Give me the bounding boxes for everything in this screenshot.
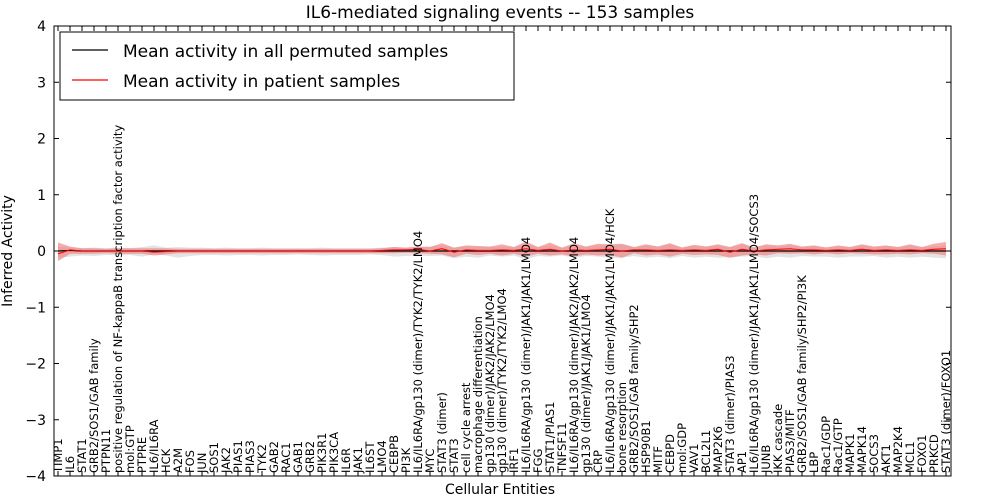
x-tick-label: IL6/IL6RA/gp130 (dimer)/TYK2/TYK2/LMO4 <box>411 231 425 473</box>
x-tick-label: CEBPD <box>663 434 677 473</box>
x-tick-label: GRB2/SOS1/GAB family/SHP2/PI3K <box>795 275 809 473</box>
x-tick-label: STAT3 (dimer)/PIAS3 <box>723 355 737 473</box>
x-tick-label: STAT1/PIAS1 <box>543 402 557 473</box>
x-tick-label: IL6 <box>63 456 77 473</box>
x-tick-label: TNFSF11 <box>555 422 569 474</box>
y-tick-label: −2 <box>25 357 46 373</box>
x-tick-label: MAPK1 <box>843 433 857 473</box>
x-tick-label: JUN <box>195 453 209 474</box>
x-tick-label: PIAS3 <box>243 440 257 473</box>
x-tick-label: IL6/IL6RA/gp130 (dimer)/JAK1/JAK1/LMO4/H… <box>603 208 617 473</box>
x-tick-label: mol:GDP <box>675 423 689 473</box>
x-axis-label: Cellular Entities <box>445 482 555 498</box>
x-tick-label: VAV1 <box>687 444 701 473</box>
x-tick-label: LMO4 <box>375 440 389 473</box>
x-tick-label: PTPRE <box>135 437 149 473</box>
x-tick-label: RAC1 <box>279 442 293 473</box>
x-tick-label: FGG <box>531 449 545 473</box>
x-tick-label: PTPN11 <box>99 429 113 473</box>
x-tick-label: Rac1/GDP <box>819 416 833 473</box>
legend: Mean activity in all permuted samples Me… <box>59 31 515 101</box>
legend-label-patient: Mean activity in patient samples <box>123 72 400 92</box>
x-tick-label: MITF <box>651 446 665 473</box>
x-tick-label: positive regulation of NF-kappaB transcr… <box>111 125 125 473</box>
x-tick-label: PIK3CA <box>327 432 341 473</box>
x-tick-label: JAK2 <box>219 447 233 474</box>
y-tick-label: 4 <box>37 19 46 35</box>
x-tick-label: SOCS3 <box>867 434 881 473</box>
x-tick-label: FOS <box>183 450 197 473</box>
x-tick-label: GAB1 <box>291 441 305 473</box>
chart-title: IL6-mediated signaling events -- 153 sam… <box>306 3 695 23</box>
x-tick-label: STAT1 <box>75 438 89 473</box>
patient-mean-line <box>57 248 947 255</box>
x-tick-label: PIAS1 <box>231 440 245 473</box>
x-tick-label: MYC <box>423 449 437 473</box>
y-tick-label: −3 <box>25 413 46 429</box>
x-tick-label: gp130 (dimer)/JAK1/JAK1/LMO4 <box>579 294 593 473</box>
x-tick-label: PRKCD <box>927 434 941 473</box>
series-lines <box>57 248 947 255</box>
x-tick-label: IRF1 <box>507 448 521 473</box>
x-tick-label: CEBPB <box>387 435 401 473</box>
x-tick-label: MCL1 <box>903 441 917 473</box>
x-tick-label: mol:GTP <box>123 425 137 473</box>
x-tick-label: IL6/IL6RA/gp130 (dimer)/JAK1/JAK1/LMO4/S… <box>747 194 761 473</box>
x-tick-label: IL6ST <box>363 441 377 473</box>
x-tick-label: STAT3 (dimer) <box>435 392 449 473</box>
x-tick-label: AP1 <box>735 451 749 473</box>
y-tick-label: −4 <box>25 469 46 485</box>
y-tick-label: −1 <box>25 300 46 316</box>
legend-label-permuted: Mean activity in all permuted samples <box>123 42 448 62</box>
x-tick-label: SOS1 <box>207 442 221 473</box>
y-tick-label: 3 <box>37 75 46 91</box>
x-tick-label: CRP <box>591 450 605 473</box>
x-tick-label: GRB2/SOS1/GAB family/SHP2 <box>627 304 641 473</box>
y-axis-ticks: −4 −3 −2 −1 0 1 2 3 4 <box>25 19 951 485</box>
x-tick-label: PIK3R1 <box>315 433 329 474</box>
x-tick-label: gp130 (dimer)/TYK2/TYK2/LMO4 <box>495 288 509 473</box>
x-tick-label: GRB2/SOS1/GAB family <box>87 338 101 473</box>
x-tick-label: cell cycle arrest <box>459 382 473 473</box>
x-tick-label: JUNB <box>759 445 773 474</box>
x-tick-label: IL6/IL6RA/gp130 (dimer)/JAK2/JAK2/LMO4 <box>567 237 581 473</box>
x-tick-label: macrophage differentiation <box>471 316 485 473</box>
y-tick-label: 1 <box>37 188 46 204</box>
x-tick-label: TIMP1 <box>51 438 65 474</box>
x-tick-label: BCL2L1 <box>699 430 713 473</box>
x-tick-label: bone resorption <box>615 382 629 473</box>
x-tick-label: STAT3 <box>447 438 461 473</box>
y-axis-label: Inferred Activity <box>0 195 16 307</box>
x-axis-ticks <box>57 26 947 476</box>
x-tick-label: LBP <box>807 452 821 473</box>
x-tick-label: PIAS3/MITF <box>783 409 797 473</box>
x-tick-label: HSP90B1 <box>639 420 653 473</box>
x-tick-label: IL6R <box>339 448 353 473</box>
x-tick-label: PI3K <box>399 447 413 473</box>
x-tick-label: GAB2 <box>267 441 281 473</box>
y-tick-label: 0 <box>37 244 46 260</box>
x-tick-label: STAT3 (dimer)/FOXO1 <box>939 350 953 473</box>
x-tick-label: TYK2 <box>255 444 269 474</box>
x-tick-label: HCK <box>159 448 173 473</box>
y-tick-label: 2 <box>37 132 46 148</box>
x-tick-label: FOXO1 <box>915 435 929 473</box>
x-tick-label: JAK1 <box>351 447 365 474</box>
x-tick-label: MAP2K6 <box>711 426 725 473</box>
x-tick-label: MAPK14 <box>855 426 869 473</box>
x-tick-label: IL6/IL6RA/gp130 (dimer)/JAK1/JAK1/LMO4 <box>519 237 533 473</box>
x-tick-label: GRB2 <box>303 441 317 473</box>
x-tick-label: Rac1/GTP <box>831 418 845 473</box>
x-tick-label: IKK cascade <box>771 404 785 473</box>
x-tick-label: IL6/IL6RA <box>147 419 161 473</box>
x-tick-label: AKT1 <box>879 444 893 473</box>
x-tick-label: MAP2K4 <box>891 426 905 473</box>
legend-box <box>59 31 515 101</box>
x-tick-label: A2M <box>171 448 185 473</box>
x-tick-label: gp130 (dimer)/JAK2/JAK2/LMO4 <box>483 294 497 473</box>
